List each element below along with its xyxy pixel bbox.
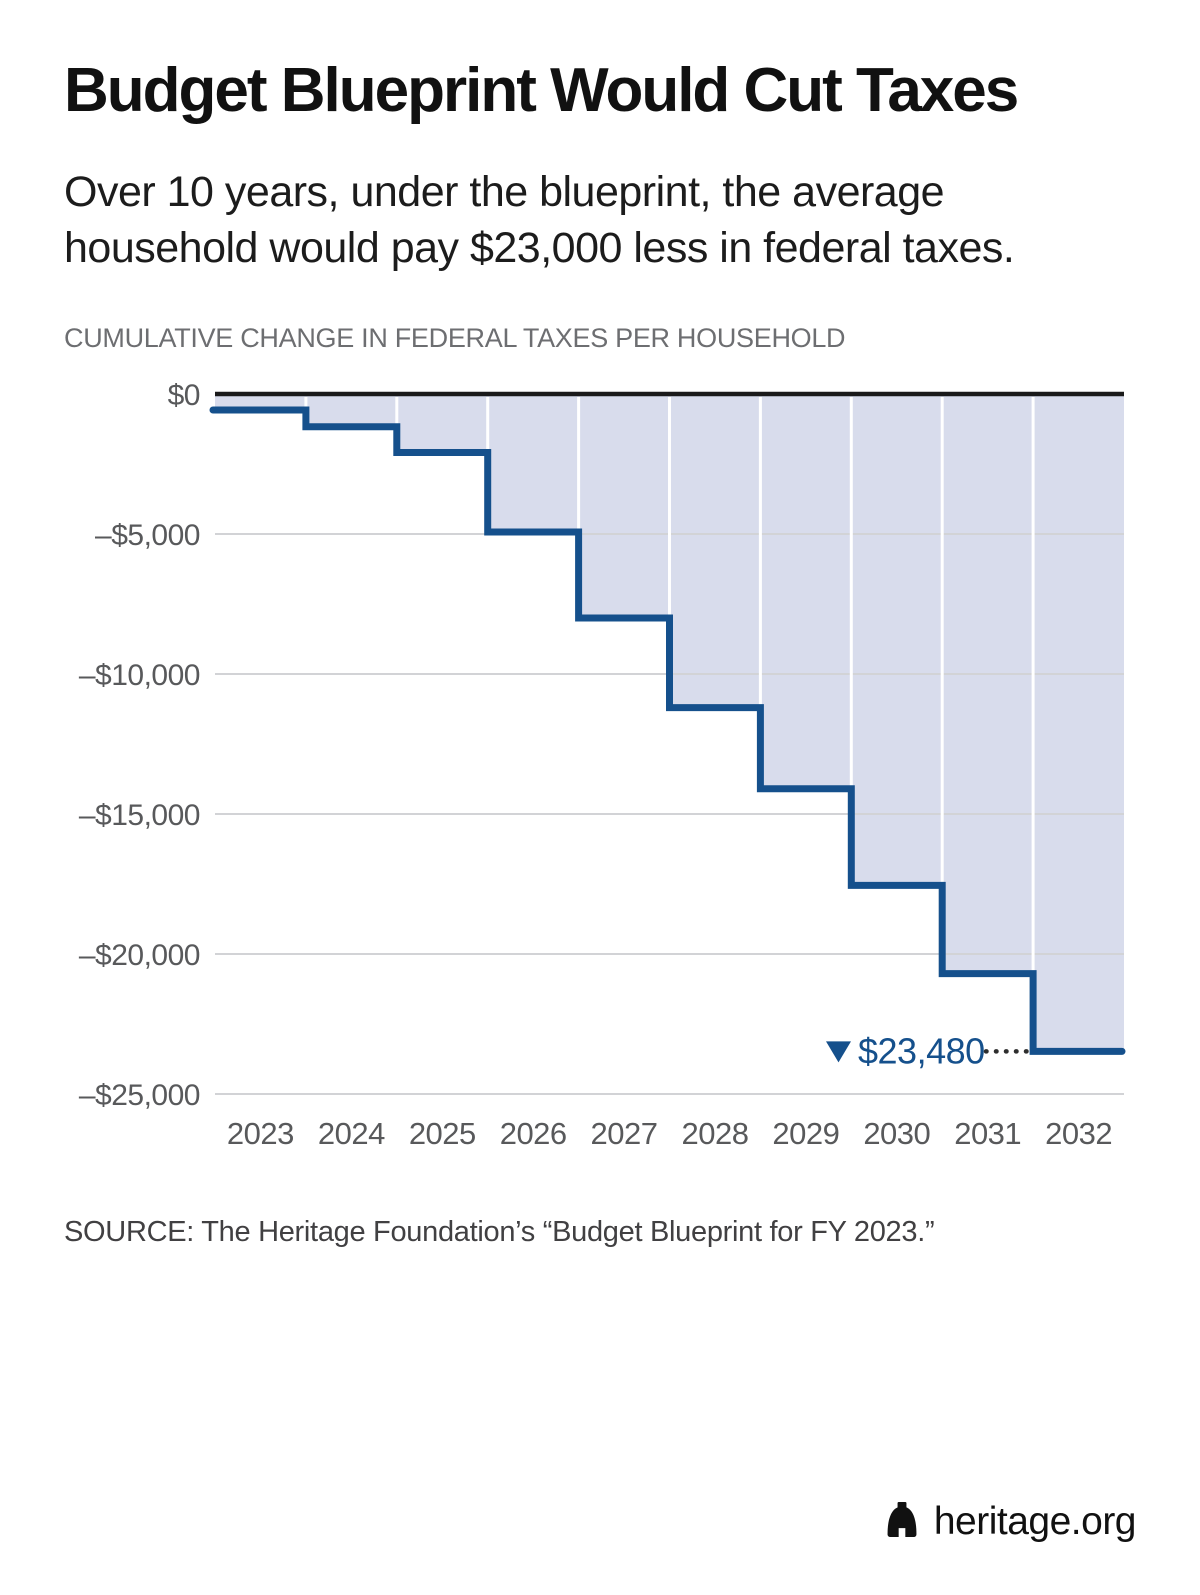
y-axis-label: $0 [168,379,200,412]
x-axis-label: 2023 [227,1116,294,1151]
area-fill [215,395,1124,1052]
chart-axis-title: CUMULATIVE CHANGE IN FEDERAL TAXES PER H… [64,322,846,353]
y-axis-label: –$25,000 [79,1079,200,1112]
x-axis-label: 2026 [500,1116,567,1151]
x-axis-label: 2031 [954,1116,1021,1151]
x-axis-label: 2028 [682,1116,749,1151]
annotation-value: $23,480 [858,1030,985,1071]
y-axis-label: –$10,000 [79,659,200,692]
subtitle: Over 10 years, under the blueprint, the … [64,168,1015,273]
page-title: Budget Blueprint Would Cut Taxes [64,56,1019,125]
source-note: SOURCE: The Heritage Foundation’s “Budge… [64,1215,935,1248]
brand-domain: heritage.org [933,1500,1137,1543]
x-axis-label: 2025 [409,1116,476,1151]
x-axis-label: 2030 [863,1116,930,1151]
y-axis-label: –$5,000 [95,519,200,552]
y-axis-label: –$15,000 [79,799,200,832]
x-axis-label: 2032 [1045,1116,1112,1151]
brand: heritage.org [884,1500,1137,1544]
x-axis-label: 2027 [591,1116,658,1151]
down-triangle-icon [826,1041,851,1063]
step-line [209,406,1126,1055]
liberty-bell-icon [887,1502,917,1538]
step-area-chart: $0 –$5,000 –$10,000 –$15,000 –$20,000 –$25,00… [79,379,1126,1151]
x-axis-label: 2024 [318,1116,385,1151]
x-axis-label: 2029 [772,1116,839,1151]
y-axis-label: –$20,000 [79,939,200,972]
